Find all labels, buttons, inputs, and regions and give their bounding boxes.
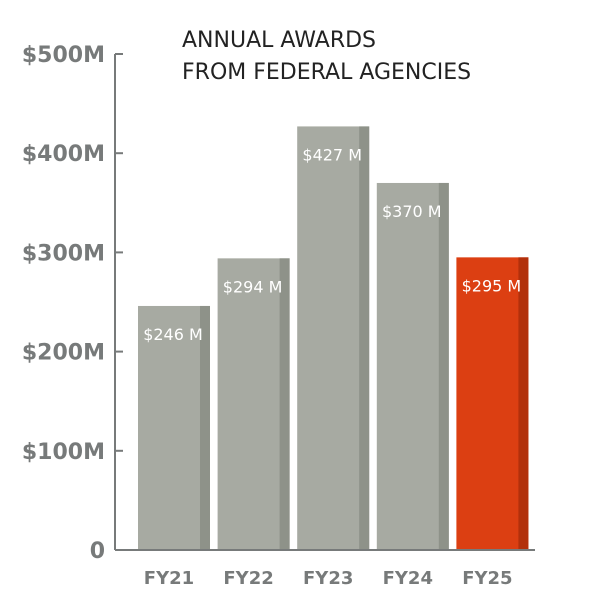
- y-tick-label: $200M: [22, 341, 105, 366]
- chart-title-line: FROM FEDERAL AGENCIES: [182, 60, 471, 85]
- bar-group: $246 M: [138, 305, 210, 550]
- bar-shade: [438, 182, 449, 550]
- x-tick-label: FY22: [223, 568, 273, 589]
- bar-shade: [359, 126, 370, 550]
- bar-group: $295 M: [456, 257, 529, 550]
- x-tick-label: FY21: [144, 568, 194, 589]
- bar: [376, 182, 449, 550]
- chart-title: ANNUAL AWARDS FROM FEDERAL AGENCIES: [182, 28, 471, 85]
- bar-group: $427 M: [297, 126, 370, 550]
- y-tick-label: $100M: [22, 440, 105, 465]
- bar-value-label: $295 M: [462, 276, 522, 295]
- y-tick-label: 0: [90, 539, 105, 564]
- x-tick-label: FY25: [462, 568, 512, 589]
- y-axis: 0 $100M $200M $300M $400M $500M: [22, 43, 123, 564]
- bar-group: $294 M: [217, 258, 290, 550]
- bar: [456, 257, 529, 550]
- x-tick-label: FY24: [383, 568, 433, 589]
- bars: $246 M $294 M $427 M $370 M $295 M: [138, 126, 529, 550]
- y-tick-label: $300M: [22, 241, 105, 266]
- bar: [138, 305, 210, 550]
- x-tick-label: FY23: [303, 568, 353, 589]
- chart-title-line: ANNUAL AWARDS: [182, 28, 376, 53]
- bar-value-label: $246 M: [143, 325, 203, 344]
- y-tick-label: $500M: [22, 43, 105, 68]
- x-axis: FY21 FY22 FY23 FY24 FY25: [115, 549, 535, 589]
- bar-shade: [200, 305, 210, 550]
- bar-value-label: $370 M: [382, 202, 442, 221]
- bar: [217, 258, 290, 550]
- bar-shade: [518, 257, 529, 550]
- bar-value-label: $427 M: [302, 145, 362, 164]
- bar-shade: [279, 258, 290, 550]
- bar-value-label: $294 M: [223, 277, 283, 296]
- y-tick-label: $400M: [22, 142, 105, 167]
- bar-group: $370 M: [376, 182, 449, 550]
- bar: [297, 126, 370, 550]
